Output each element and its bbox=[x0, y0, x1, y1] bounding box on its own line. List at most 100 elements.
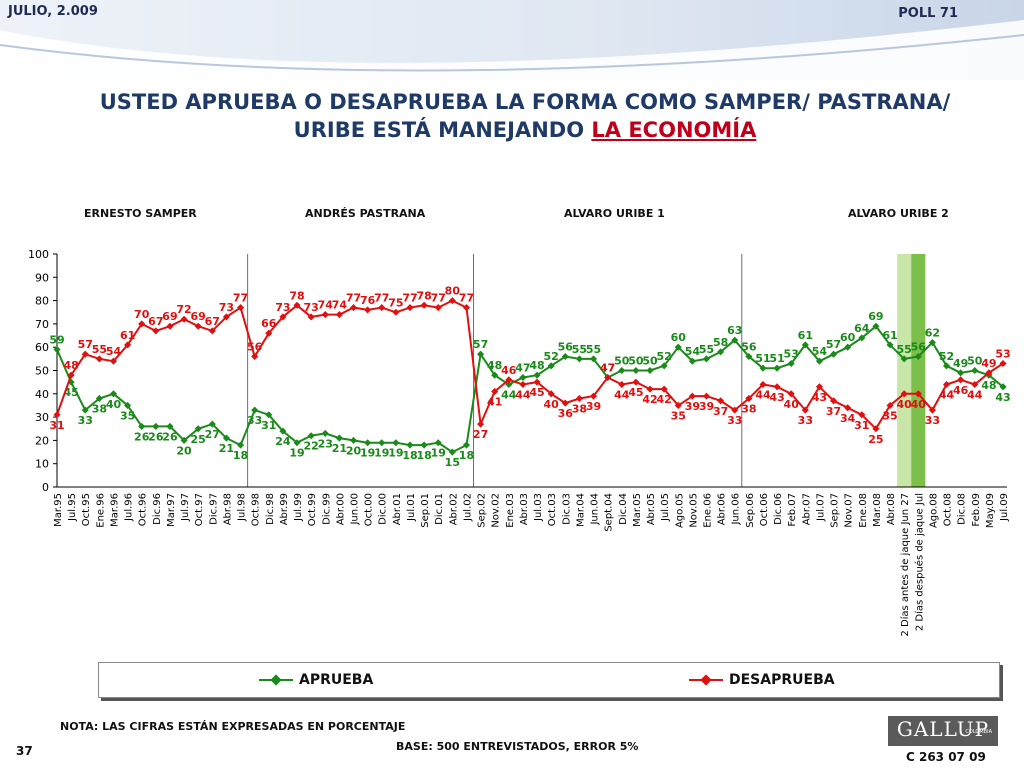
data-label: 33 bbox=[798, 414, 813, 427]
data-point bbox=[561, 352, 569, 361]
data-label: 67 bbox=[148, 315, 163, 328]
data-label: 80 bbox=[445, 285, 461, 298]
legend-marker-aprueba bbox=[270, 674, 282, 686]
data-label: 55 bbox=[586, 343, 601, 356]
x-tick-label: Dic.03 bbox=[561, 493, 572, 525]
data-label: 41 bbox=[487, 395, 502, 408]
data-label: 46 bbox=[953, 384, 969, 397]
data-label: 22 bbox=[303, 440, 318, 453]
x-tick-label: Sep.06 bbox=[745, 493, 756, 528]
data-point bbox=[928, 339, 936, 347]
x-tick-label: Ene.06 bbox=[702, 493, 713, 528]
x-tick-label: Ago.08 bbox=[928, 493, 939, 528]
data-label: 48 bbox=[487, 359, 502, 372]
data-label: 27 bbox=[473, 428, 488, 441]
data-point bbox=[830, 397, 838, 405]
y-tick-label: 100 bbox=[28, 248, 49, 261]
data-point bbox=[731, 406, 739, 414]
data-point bbox=[321, 429, 329, 437]
data-label: 51 bbox=[755, 352, 770, 365]
data-point bbox=[491, 387, 499, 396]
data-label: 55 bbox=[572, 343, 587, 356]
data-point bbox=[434, 439, 442, 447]
data-point bbox=[759, 380, 767, 389]
x-tick-label: Dic.06 bbox=[773, 493, 784, 525]
data-label: 44 bbox=[967, 388, 983, 401]
x-tick-label: Jul.05 bbox=[660, 493, 671, 522]
data-label: 78 bbox=[416, 289, 431, 302]
data-label: 36 bbox=[558, 407, 574, 420]
x-tick-label: Oct.08 bbox=[943, 493, 954, 526]
data-point bbox=[265, 329, 273, 337]
data-label: 33 bbox=[78, 414, 93, 427]
x-tick-label: Feb.09 bbox=[971, 493, 982, 527]
data-point bbox=[138, 320, 146, 328]
data-point bbox=[787, 390, 795, 398]
data-point bbox=[815, 357, 823, 365]
data-point bbox=[632, 366, 640, 375]
data-label: 54 bbox=[812, 345, 828, 358]
data-label: 39 bbox=[699, 400, 714, 413]
data-point bbox=[745, 394, 753, 402]
data-label: 77 bbox=[346, 292, 361, 305]
x-tick-label: Jul.98 bbox=[237, 493, 248, 522]
title-line-2: URIBE ESTÁ MANEJANDO bbox=[293, 118, 592, 142]
data-label: 56 bbox=[247, 341, 263, 354]
data-point bbox=[378, 439, 386, 447]
data-label: 38 bbox=[741, 402, 756, 415]
y-tick-label: 80 bbox=[35, 295, 49, 308]
data-label: 45 bbox=[529, 386, 544, 399]
data-label: 67 bbox=[205, 315, 220, 328]
data-label: 73 bbox=[303, 301, 318, 314]
data-point bbox=[999, 359, 1007, 368]
x-tick-label: Oct.00 bbox=[364, 493, 375, 526]
data-point bbox=[914, 352, 922, 361]
y-tick-label: 90 bbox=[35, 271, 49, 284]
legend-marker-desaprueba bbox=[700, 674, 712, 686]
x-tick-label: Jul.02 bbox=[462, 493, 473, 522]
data-label: 75 bbox=[388, 296, 403, 309]
data-point bbox=[505, 376, 513, 384]
data-point bbox=[307, 432, 315, 440]
data-point bbox=[957, 369, 965, 377]
data-point bbox=[124, 341, 132, 349]
data-label: 77 bbox=[233, 292, 248, 305]
data-label: 31 bbox=[49, 419, 64, 432]
data-point bbox=[279, 313, 287, 321]
logo-subtext: COLOMBIA bbox=[965, 729, 992, 735]
data-point bbox=[81, 350, 89, 358]
data-point bbox=[731, 336, 739, 344]
slide-number: 37 bbox=[16, 744, 33, 758]
data-point bbox=[152, 327, 160, 335]
data-label: 18 bbox=[402, 449, 417, 462]
data-point bbox=[194, 322, 202, 330]
data-point bbox=[844, 343, 852, 351]
data-label: 26 bbox=[148, 430, 164, 443]
data-label: 63 bbox=[727, 324, 742, 337]
data-label: 26 bbox=[162, 430, 178, 443]
data-point bbox=[335, 434, 343, 442]
x-tick-label: Feb.07 bbox=[787, 493, 798, 527]
x-tick-label: Mar.08 bbox=[872, 493, 883, 527]
gallup-logo: GALLUP COLOMBIA bbox=[888, 716, 998, 746]
x-tick-label: Abr.03 bbox=[519, 493, 530, 525]
x-tick-label: Abr.02 bbox=[448, 493, 459, 525]
data-point bbox=[519, 373, 527, 382]
report-date: JULIO, 2.009 bbox=[8, 4, 98, 19]
data-point bbox=[67, 371, 75, 379]
data-point bbox=[208, 327, 216, 335]
data-label: 48 bbox=[981, 379, 996, 392]
data-label: 60 bbox=[840, 331, 856, 344]
x-tick-label: 2 Días antes de jaque Jun 27 bbox=[899, 493, 911, 637]
data-point bbox=[491, 371, 499, 379]
data-label: 52 bbox=[544, 350, 559, 363]
x-tick-label: Dic.04 bbox=[618, 493, 629, 525]
report-code: C 263 07 09 bbox=[906, 750, 986, 764]
x-tick-label: Jun.00 bbox=[350, 493, 361, 526]
data-point bbox=[971, 380, 979, 389]
sample-base: BASE: 500 ENTREVISTADOS, ERROR 5% bbox=[396, 740, 639, 753]
data-label: 54 bbox=[106, 345, 122, 358]
data-label: 47 bbox=[515, 361, 530, 374]
x-tick-label: Mar.97 bbox=[166, 493, 177, 527]
x-tick-label: Abr.06 bbox=[717, 493, 728, 525]
